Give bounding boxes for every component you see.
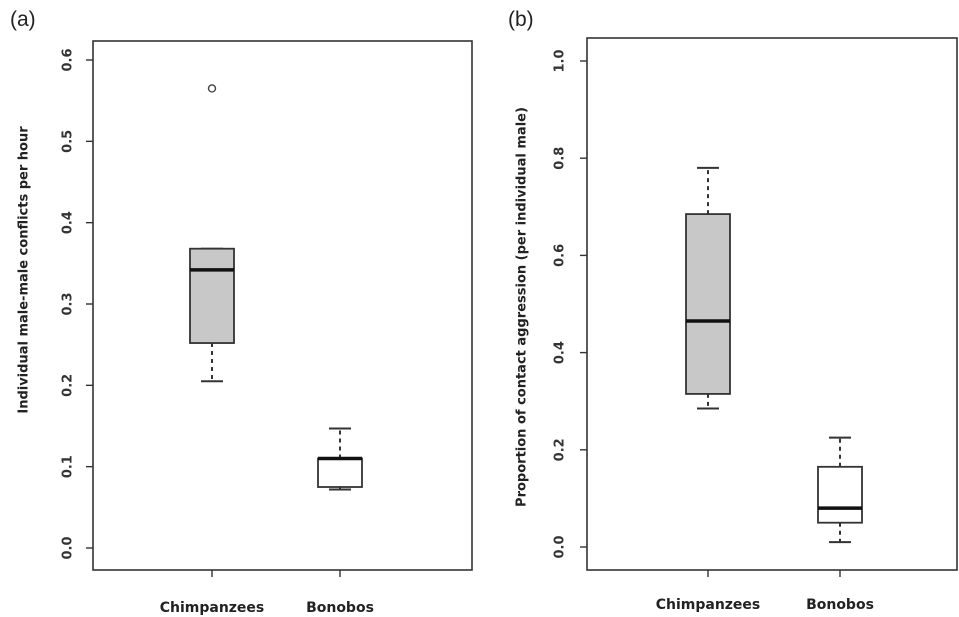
y-tick-label: 1.0 — [553, 49, 568, 72]
y-tick-label: 0.2 — [61, 374, 76, 397]
category-label: Chimpanzees — [160, 600, 265, 616]
panel-a: 0.0 0.1 0.2 0.3 0.4 0.5 0.6 Individual male-mal… — [17, 40, 473, 616]
y-tick-label: 0.0 — [61, 536, 76, 559]
box-iqr — [685, 213, 731, 395]
y-tick-label: 0.2 — [553, 438, 568, 461]
plot-frame — [92, 40, 473, 571]
panel-label-a: (a) — [10, 8, 36, 31]
y-tick-label: 0.3 — [61, 292, 76, 315]
y-axis-label: Individual male-male conflicts per hour — [17, 126, 32, 414]
box-chimpanzees — [189, 84, 235, 383]
outlier-point — [207, 84, 217, 93]
y-tick-label: 0.8 — [553, 147, 568, 170]
y-tick-label: 0.6 — [553, 244, 568, 267]
y-tick-label: 0.5 — [61, 130, 76, 153]
box-bonobos — [317, 427, 363, 491]
panel-b: 0.0 0.2 0.4 0.6 0.8 1.0 Proportion of contact … — [515, 37, 958, 613]
y-tick-label: 0.0 — [553, 535, 568, 558]
box-iqr — [317, 457, 363, 488]
box-iqr — [189, 247, 235, 344]
panel-label-b: (b) — [508, 8, 534, 31]
box-bonobos — [817, 436, 863, 544]
y-tick-label: 0.4 — [553, 341, 568, 364]
plot-frame — [586, 37, 958, 571]
y-axis-label: Proportion of contact aggression (per in… — [515, 107, 530, 507]
category-label: Bonobos — [306, 600, 374, 616]
box-chimpanzees — [685, 166, 731, 410]
category-label: Bonobos — [806, 597, 874, 613]
category-label: Chimpanzees — [656, 597, 761, 613]
y-tick-label: 0.1 — [61, 455, 76, 478]
box-iqr — [817, 465, 863, 524]
y-tick-label: 0.4 — [61, 211, 76, 234]
y-tick-label: 0.6 — [61, 48, 76, 71]
